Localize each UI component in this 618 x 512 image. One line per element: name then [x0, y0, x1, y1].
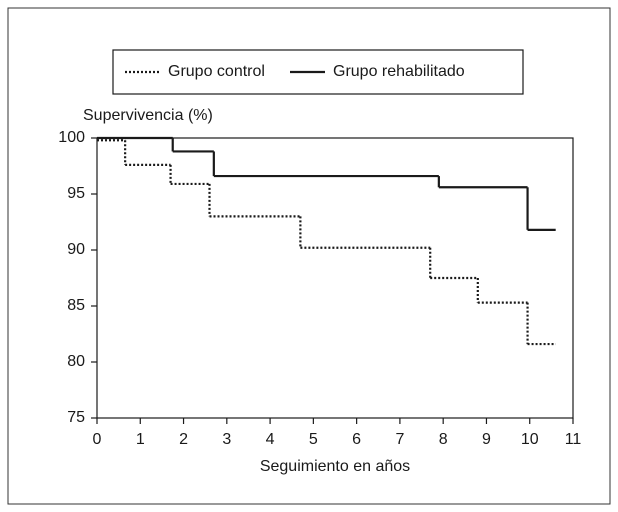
y-tick-label: 90 [67, 241, 85, 258]
outer-frame [7, 7, 611, 505]
y-tick-label: 75 [67, 409, 85, 426]
x-tick-label: 4 [266, 431, 275, 448]
y-tick-label: 80 [67, 353, 85, 370]
x-tick-label: 11 [565, 431, 582, 448]
x-tick-label: 8 [439, 431, 448, 448]
x-tick-label: 7 [395, 431, 404, 448]
y-axis-label: Supervivencia (%) [83, 107, 213, 124]
x-tick-label: 6 [352, 431, 361, 448]
y-tick-label: 100 [58, 129, 85, 146]
x-tick-label: 1 [136, 431, 145, 448]
x-tick-label: 9 [482, 431, 491, 448]
x-tick-label: 3 [222, 431, 231, 448]
y-tick-label: 85 [67, 297, 85, 314]
x-tick-label: 0 [93, 431, 102, 448]
legend-label: Grupo control [168, 63, 265, 80]
x-tick-label: 2 [179, 431, 188, 448]
x-axis-label: Seguimiento en años [260, 458, 410, 475]
x-tick-label: 10 [521, 431, 539, 448]
x-tick-label: 5 [309, 431, 318, 448]
legend-box [112, 49, 524, 95]
legend-label: Grupo rehabilitado [333, 63, 465, 80]
plot-frame [96, 137, 574, 419]
y-tick-label: 95 [67, 185, 85, 202]
